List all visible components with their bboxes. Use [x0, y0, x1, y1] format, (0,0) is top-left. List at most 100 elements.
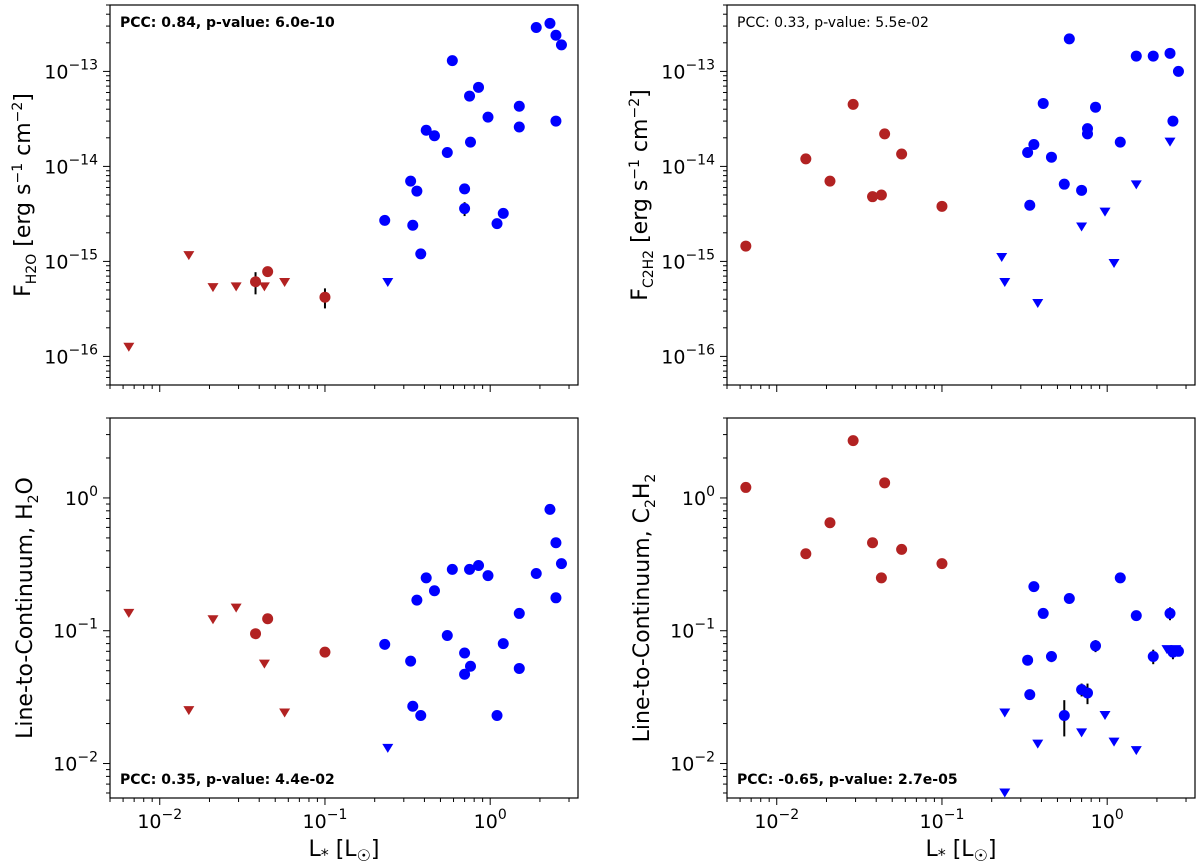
- data-point: [250, 276, 262, 288]
- data-point: [555, 39, 567, 51]
- data-point: [1076, 184, 1088, 196]
- upper-limit-point: [1032, 299, 1044, 309]
- data-point: [1090, 640, 1102, 652]
- data-point: [1028, 581, 1040, 593]
- y-tick-label: 100: [65, 484, 98, 510]
- data-point: [800, 548, 812, 560]
- series-blue-detection: [379, 17, 567, 260]
- upper-limit-point: [1130, 746, 1142, 756]
- upper-limit-point: [1164, 137, 1176, 147]
- upper-limit-point: [382, 277, 394, 287]
- data-point: [1045, 650, 1057, 662]
- data-point: [1114, 136, 1126, 148]
- series-blue-upper-limit: [996, 137, 1176, 309]
- data-point: [405, 655, 417, 667]
- data-point: [875, 189, 887, 201]
- upper-limit-point: [1032, 739, 1044, 749]
- upper-limit-point: [183, 706, 195, 716]
- series-blue-upper-limit: [382, 277, 394, 287]
- upper-limit-point: [279, 708, 291, 718]
- data-point: [446, 563, 458, 575]
- y-axis-label: FC2H2 [erg s−1 cm−2]: [627, 89, 657, 300]
- y-tick-label: 10−16: [44, 342, 98, 368]
- data-point: [262, 266, 274, 278]
- data-point: [415, 248, 427, 260]
- data-point: [1037, 97, 1049, 109]
- plot-frame: [109, 417, 579, 799]
- y-tick-label: 10−15: [661, 247, 715, 273]
- data-point: [1022, 147, 1034, 159]
- data-point: [482, 570, 494, 582]
- data-point: [550, 115, 562, 127]
- data-point: [1022, 654, 1034, 666]
- data-point: [379, 214, 391, 226]
- x-tick-label: 10−1: [920, 807, 965, 833]
- data-point: [936, 558, 948, 570]
- data-point: [1090, 101, 1102, 113]
- upper-limit-point: [183, 251, 195, 261]
- upper-limit-point: [1161, 645, 1173, 655]
- x-tick-label: 10−2: [137, 807, 182, 833]
- upper-limit-point: [999, 788, 1011, 798]
- data-point: [847, 98, 859, 110]
- data-point: [411, 185, 423, 197]
- data-point: [446, 55, 458, 67]
- y-tick-label: 10−14: [44, 152, 98, 178]
- chart-bottom-right: 10−2 10−1 100 10−2 10−1 100 Line-to-Continuum,…: [630, 417, 1196, 863]
- data-point: [896, 543, 908, 555]
- pcc-annotation: PCC: 0.84, p-value: 6.0e-10: [120, 15, 335, 31]
- data-point: [420, 572, 432, 584]
- upper-limit-point: [1108, 737, 1120, 747]
- data-point: [879, 477, 891, 489]
- data-point: [1164, 607, 1176, 619]
- data-point: [555, 558, 567, 570]
- data-point: [459, 647, 471, 659]
- data-point: [497, 638, 509, 650]
- y-tick-label: 10−15: [44, 247, 98, 273]
- data-point: [491, 709, 503, 721]
- data-point: [319, 291, 331, 303]
- data-point: [407, 219, 419, 231]
- data-point: [473, 81, 485, 93]
- upper-limit-point: [1076, 728, 1088, 738]
- data-point: [875, 572, 887, 584]
- data-point: [1063, 592, 1075, 604]
- y-tick-label: 10−2: [670, 750, 715, 776]
- upper-limit-point: [1130, 180, 1142, 190]
- data-point: [1081, 128, 1093, 140]
- data-point: [405, 175, 417, 187]
- upper-limit-point: [258, 282, 270, 292]
- data-point: [1164, 47, 1176, 59]
- data-point: [497, 207, 509, 219]
- data-point: [824, 175, 836, 187]
- data-point: [1024, 199, 1036, 211]
- data-point: [482, 111, 494, 123]
- upper-limit-point: [999, 708, 1011, 718]
- upper-limit-point: [230, 603, 242, 613]
- data-point: [1045, 151, 1057, 163]
- data-point: [420, 124, 432, 136]
- y-tick-label: 10−16: [661, 342, 715, 368]
- x-tick-label: 10−1: [303, 807, 348, 833]
- data-point: [459, 668, 471, 680]
- y-axis-label: Line-to-Continuum, H2O: [13, 477, 42, 739]
- data-point: [411, 594, 423, 606]
- data-point: [800, 153, 812, 165]
- upper-limit-point: [382, 743, 394, 753]
- data-point: [1058, 178, 1070, 190]
- data-point: [1147, 650, 1159, 662]
- data-point: [1063, 33, 1075, 45]
- data-point: [459, 203, 471, 215]
- plot-frame: [726, 417, 1196, 799]
- data-point: [319, 646, 331, 658]
- upper-limit-point: [1099, 710, 1111, 720]
- y-axis-label: FH2O [erg s−1 cm−2]: [10, 93, 40, 297]
- data-point: [740, 481, 752, 493]
- x-tick-label: 10−2: [754, 807, 799, 833]
- data-point: [1024, 689, 1036, 701]
- x-tick-label: 100: [474, 807, 507, 833]
- series-red-detection: [250, 613, 331, 658]
